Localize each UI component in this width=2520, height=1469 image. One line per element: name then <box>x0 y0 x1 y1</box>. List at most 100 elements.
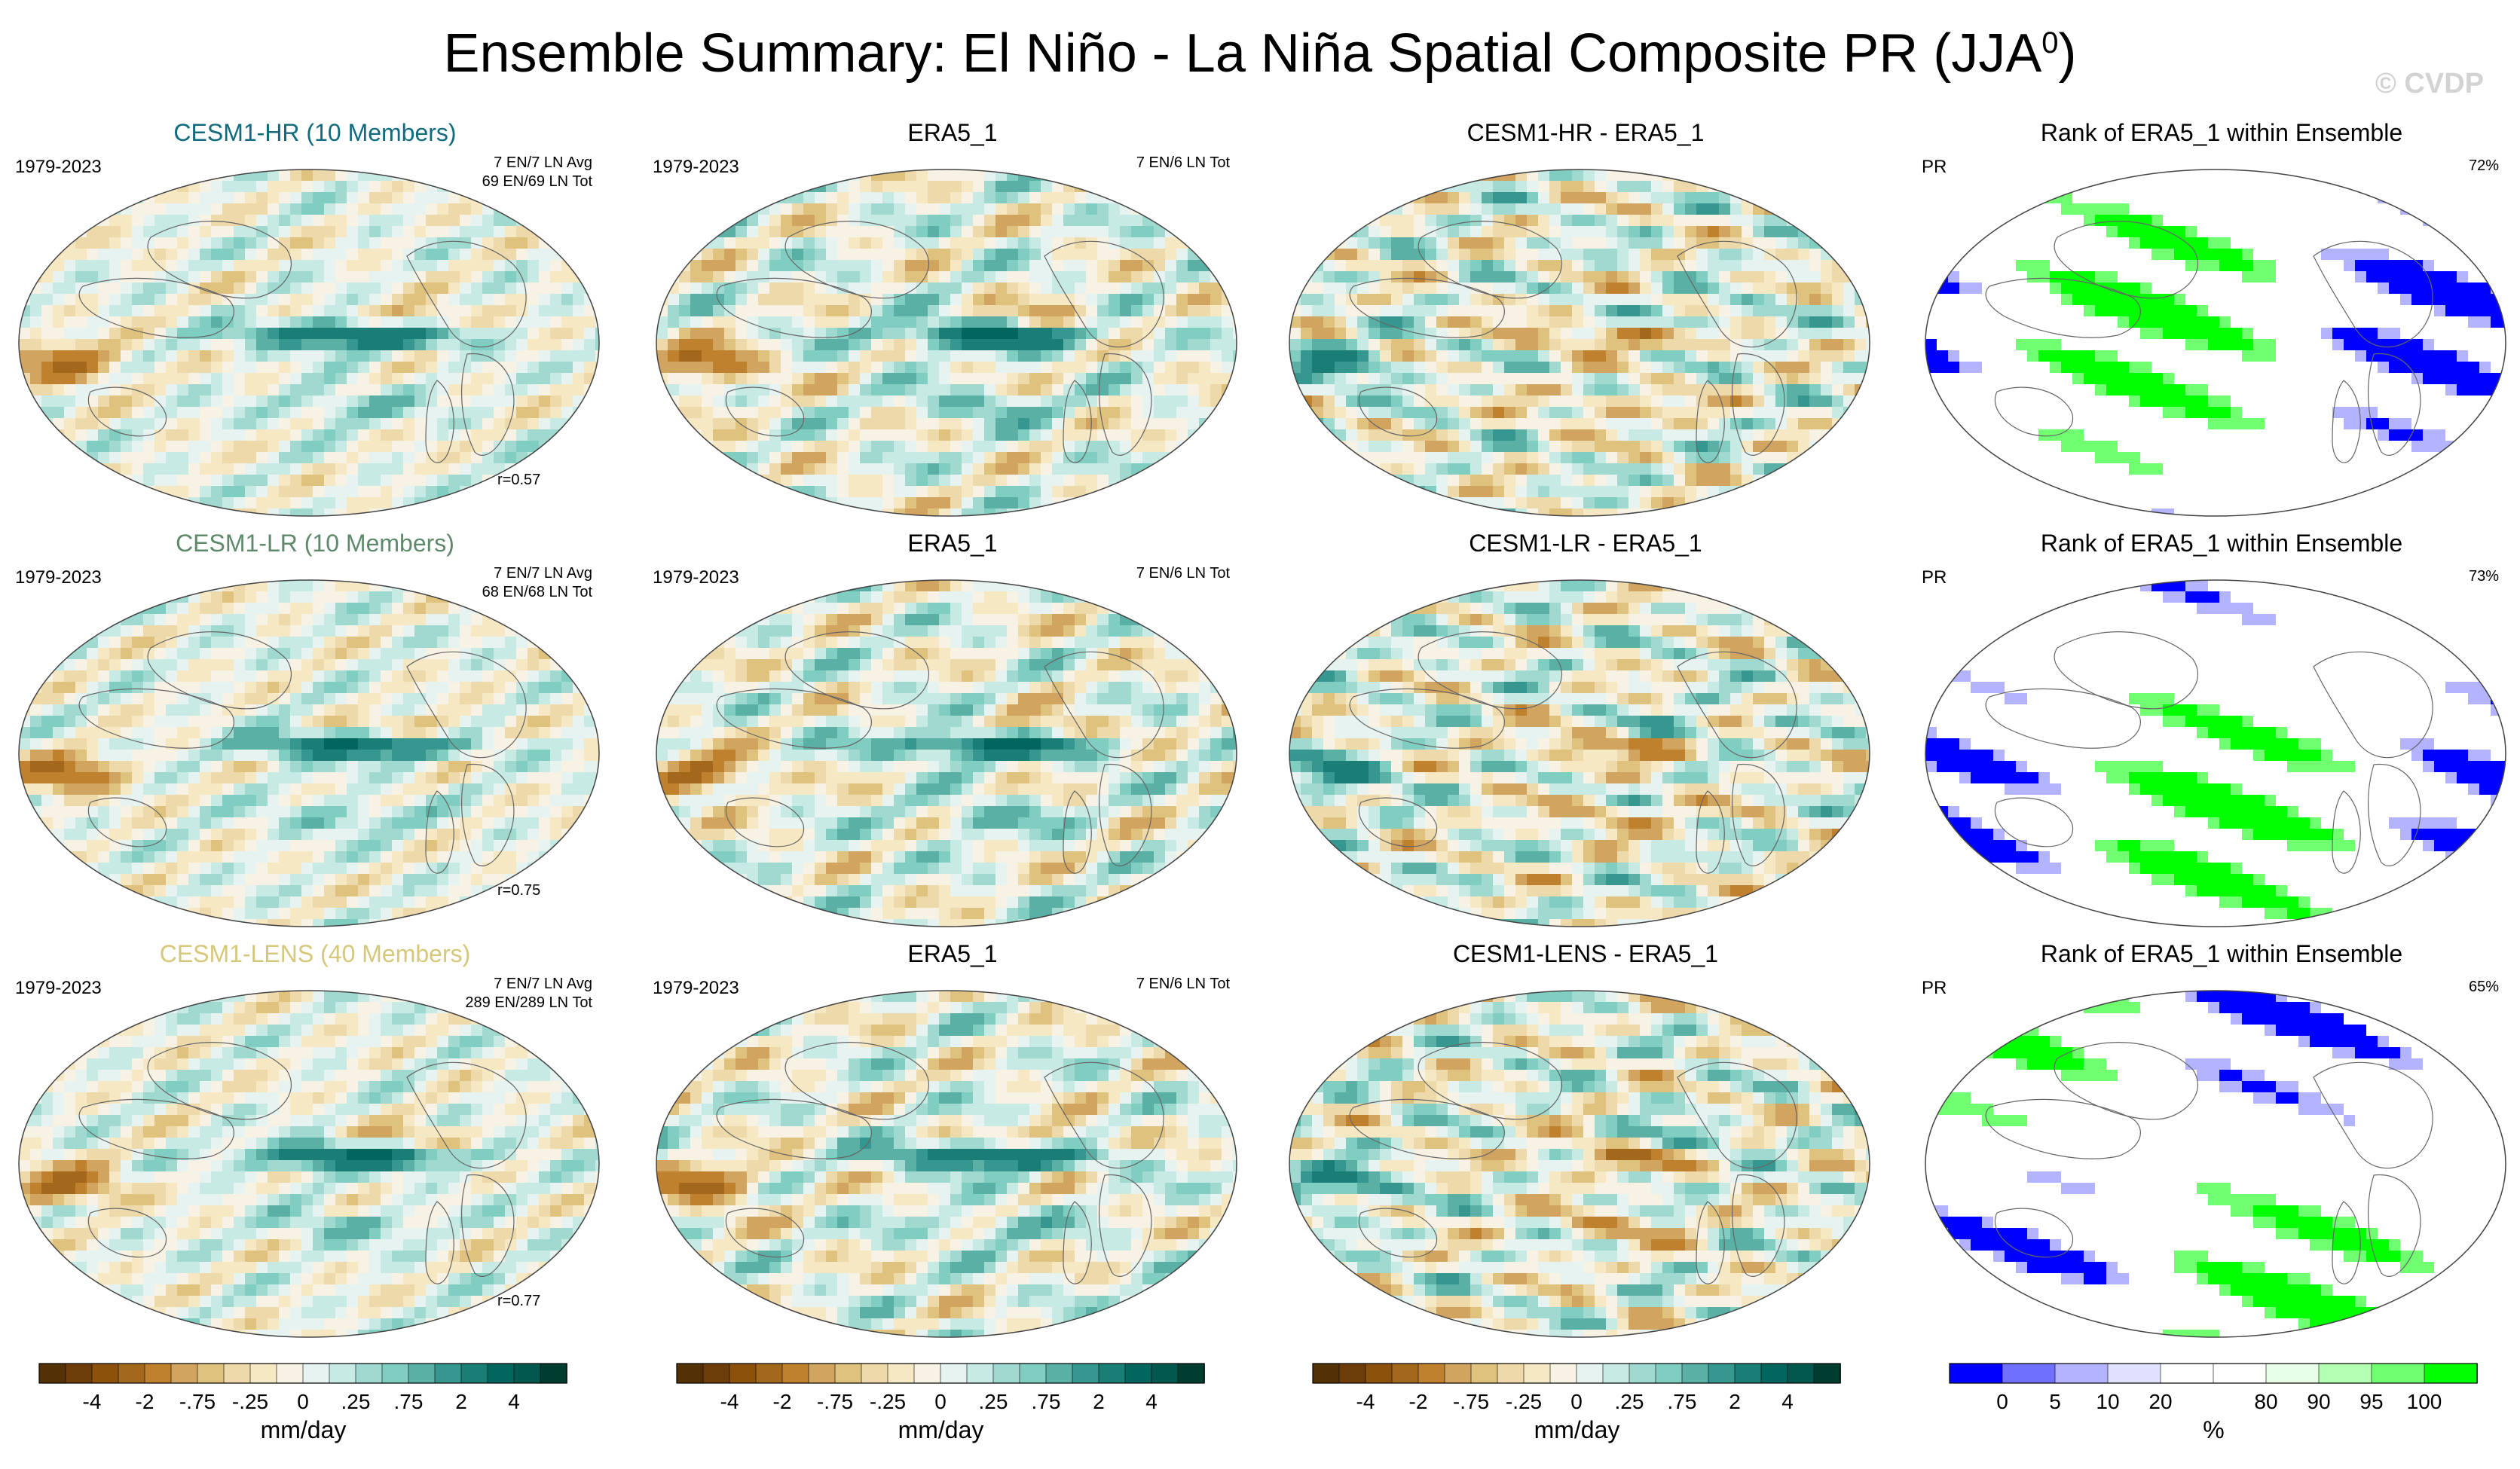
map-cell <box>1527 441 1539 453</box>
map-cell <box>1504 407 1516 419</box>
map-cell <box>1629 396 1641 408</box>
map-cell <box>702 452 714 464</box>
map-cell <box>758 203 770 215</box>
map-cell <box>1323 418 1335 430</box>
map-cell <box>460 316 472 328</box>
map-cell <box>1289 237 1301 249</box>
map-cell <box>561 215 573 227</box>
map-cell <box>1651 316 1663 328</box>
map-cell <box>1007 316 1019 328</box>
map-cell <box>222 249 234 261</box>
map-cell <box>1131 497 1143 509</box>
map-cell <box>200 486 212 498</box>
map-cell <box>369 497 381 509</box>
map-cell <box>290 271 302 283</box>
map-cell <box>528 294 540 306</box>
map-cell <box>1787 429 1799 441</box>
map-cell <box>962 362 974 374</box>
map-cell <box>1063 508 1075 520</box>
map-cell <box>1504 249 1516 261</box>
map-cell <box>1142 362 1154 374</box>
map-cell <box>1063 418 1075 430</box>
map-cell <box>1176 294 1188 306</box>
map-cell <box>849 384 861 396</box>
map-cell <box>950 328 962 340</box>
map-cell <box>1572 362 1584 374</box>
map-cell <box>268 350 280 362</box>
map-cell <box>690 192 702 204</box>
map-cell <box>392 429 404 441</box>
map-cell <box>973 260 985 272</box>
map-cell <box>234 249 246 261</box>
map-cell <box>245 181 257 193</box>
map-cell <box>53 396 65 408</box>
map-cell <box>109 396 121 408</box>
map-cell <box>1629 407 1641 419</box>
map-cell <box>871 384 883 396</box>
map-cell <box>561 316 573 328</box>
map-cell <box>1323 475 1335 487</box>
map-cell <box>2095 170 2107 182</box>
map-cell <box>539 463 551 475</box>
map-cell <box>539 305 551 317</box>
map-cell <box>2400 170 2412 182</box>
map-cell <box>482 407 494 419</box>
map-cell <box>1199 350 1211 362</box>
map-cell <box>392 339 404 351</box>
map-cell <box>1436 407 1448 419</box>
map-cell <box>121 294 133 306</box>
map-cell <box>1937 170 1949 182</box>
map-cell <box>1809 384 1821 396</box>
map-cell <box>769 316 781 328</box>
map-cell <box>448 203 460 215</box>
map-cell <box>1493 350 1505 362</box>
map-cell <box>894 271 906 283</box>
map-cell <box>539 508 551 520</box>
map-cell <box>403 362 415 374</box>
map-cell <box>747 396 759 408</box>
map-cell <box>1821 305 1833 317</box>
map-cell <box>1425 339 1437 351</box>
map-cell <box>1866 497 1873 509</box>
map-cell <box>1199 181 1211 193</box>
map-cell <box>1289 271 1301 283</box>
map-cell <box>494 429 506 441</box>
map-cell <box>392 452 404 464</box>
map-cell <box>803 396 815 408</box>
map-cell <box>1448 226 1460 238</box>
map-cell <box>1120 384 1132 396</box>
map-cell <box>1414 316 1426 328</box>
map-cell <box>313 305 325 317</box>
map-cell <box>335 362 347 374</box>
map-cell <box>437 508 449 520</box>
map-cell <box>1222 260 1234 272</box>
map-cell <box>1708 226 1720 238</box>
map-cell <box>222 373 234 385</box>
map-cell <box>1029 203 1041 215</box>
map-cell <box>403 339 415 351</box>
map-cell <box>747 475 759 487</box>
map-cell <box>1708 350 1720 362</box>
map-cell <box>2208 170 2220 182</box>
map-cell <box>724 418 736 430</box>
map-cell <box>75 384 87 396</box>
map-cell <box>1504 339 1516 351</box>
map-cell <box>437 475 449 487</box>
map-cell <box>1414 497 1426 509</box>
map-cell <box>121 271 133 283</box>
map-cell <box>1493 452 1505 464</box>
map-cell <box>1391 215 1403 227</box>
map-cell <box>803 237 815 249</box>
map-cell <box>539 328 551 340</box>
map-cell <box>973 350 985 362</box>
map-cell <box>528 282 540 295</box>
map-cell <box>995 226 1008 238</box>
map-cell <box>200 215 212 227</box>
map-cell <box>826 429 838 441</box>
map-cell <box>962 226 974 238</box>
map-cell <box>1583 441 1595 453</box>
map-cell <box>1855 170 1867 182</box>
map-cell <box>849 215 861 227</box>
map-cell <box>1086 215 1098 227</box>
map-cell <box>1685 475 1697 487</box>
